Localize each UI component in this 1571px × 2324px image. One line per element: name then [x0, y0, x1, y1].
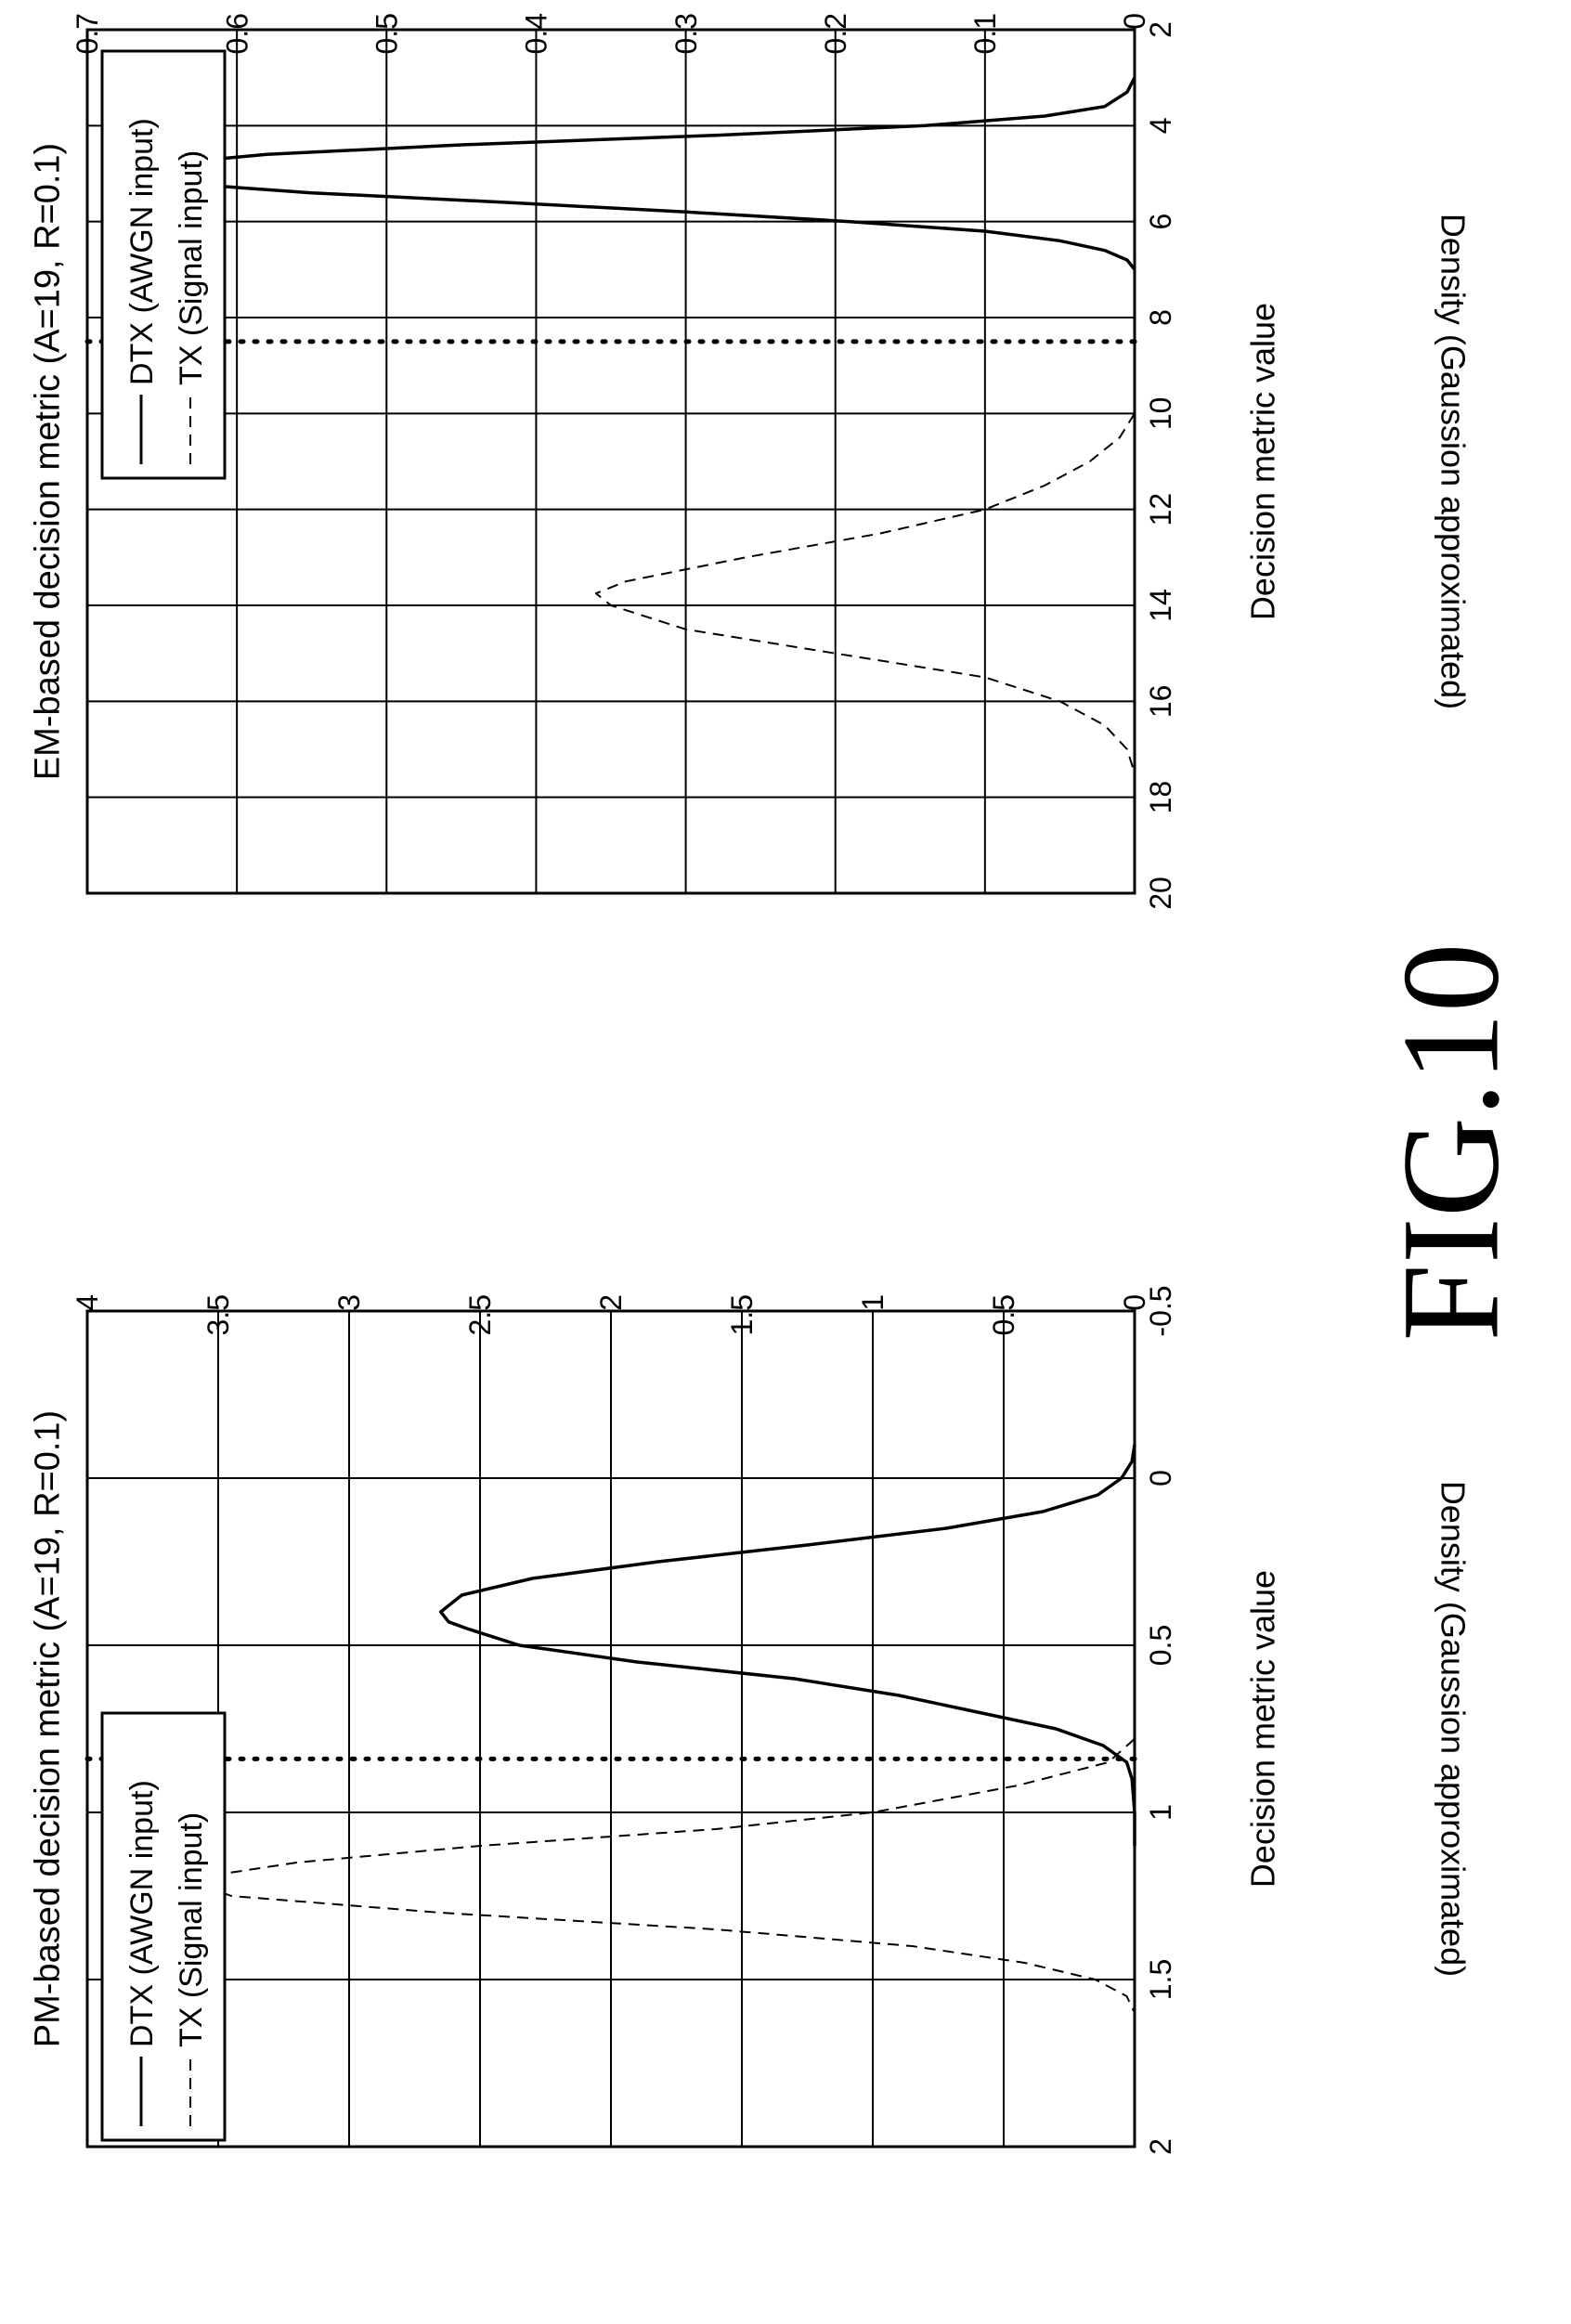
figure-caption: FIG.10 — [1374, 942, 1528, 1341]
pm-xtick-label: 1 — [1144, 1804, 1177, 1821]
pm-xtick-label: 0.5 — [1144, 1625, 1177, 1666]
em-xtick-label: 16 — [1144, 685, 1177, 719]
pm-legend-tx-label: TX (Signal input) — [174, 1812, 209, 2047]
pm-legend: DTX (AWGN input) TX (Signal input) — [100, 1711, 227, 2142]
pm-chart-title: PM-based decision metric (A=19, R=0.1) — [28, 1410, 67, 2047]
pm-series-dtx-line — [438, 1444, 1136, 1846]
em-series-tx-line — [594, 412, 1136, 774]
em-plot-frame — [85, 28, 1136, 895]
pm-ytick-label: 0 — [1118, 1294, 1151, 1311]
em-ytick-label: 0 — [1118, 13, 1151, 30]
em-tick-labels: 2 4 6 8 10 12 14 16 18 20 0 0.1 0.2 0.3 0.4 0.5 0.6 0.7 — [71, 13, 1177, 910]
pm-ytick-label: 3 — [332, 1294, 366, 1311]
em-xtick-label: 10 — [1144, 397, 1177, 431]
em-xtick-label: 12 — [1144, 493, 1177, 526]
em-legend-box — [100, 49, 227, 480]
pm-xtick-label: 2 — [1144, 2138, 1177, 2155]
em-legend: DTX (AWGN input) TX (Signal input) — [100, 49, 227, 480]
em-ytick-label: 0.6 — [220, 13, 253, 54]
em-ytick-label: 0.7 — [71, 13, 104, 54]
pm-x-axis-label: Decision metric value — [1244, 1570, 1282, 1888]
pm-ytick-label: 0.5 — [987, 1294, 1020, 1335]
em-ytick-label: 0.5 — [370, 13, 403, 54]
em-xtick-label: 8 — [1144, 309, 1177, 326]
pm-ytick-label: 3.5 — [201, 1294, 235, 1335]
pm-ytick-label: 2 — [594, 1294, 628, 1311]
pm-ytick-label: 1 — [856, 1294, 889, 1311]
em-x-axis-label: Decision metric value — [1244, 303, 1282, 620]
pm-ytick-label: 4 — [71, 1294, 104, 1311]
em-chart-panel: 2 4 6 8 10 12 14 16 18 20 0 0.1 0.2 0.3 0.4 0.5 0.6 0.7 E… — [28, 13, 1472, 910]
em-ytick-label: 0.2 — [819, 13, 852, 54]
em-chart-title: EM-based decision metric (A=19, R=0.1) — [28, 143, 67, 780]
em-y-axis-label: Density (Gaussion approximated) — [1434, 214, 1472, 709]
pm-y-axis-label: Density (Gaussion approximated) — [1434, 1481, 1472, 1977]
em-gridlines — [86, 29, 1136, 894]
pm-legend-box — [100, 1711, 227, 2142]
em-xtick-label: 20 — [1144, 876, 1177, 910]
pm-ytick-label: 2.5 — [463, 1294, 497, 1335]
em-xtick-label: 6 — [1144, 214, 1177, 230]
em-legend-dtx-label: DTX (AWGN input) — [124, 118, 160, 385]
pm-plot-frame — [85, 1309, 1136, 2149]
em-series-layer — [84, 76, 1137, 774]
pm-gridlines — [86, 1310, 1136, 2148]
pm-xtick-label: 1.5 — [1144, 1959, 1177, 2000]
pm-ytick-label: 1.5 — [725, 1294, 759, 1335]
em-ytick-label: 0.4 — [520, 13, 553, 54]
em-ytick-label: 0.3 — [669, 13, 703, 54]
em-xtick-label: 2 — [1144, 21, 1177, 38]
em-xtick-label: 4 — [1144, 117, 1177, 134]
pm-xtick-label: 0 — [1144, 1470, 1177, 1487]
em-legend-tx-label: TX (Signal input) — [174, 150, 209, 385]
pm-series-tx-line — [186, 1738, 1136, 2014]
pm-legend-dtx-label: DTX (AWGN input) — [124, 1780, 160, 2047]
pm-xtick-label: -0.5 — [1144, 1285, 1177, 1336]
em-xtick-label: 18 — [1144, 781, 1177, 814]
em-xtick-label: 14 — [1144, 589, 1177, 622]
em-ytick-label: 0.1 — [968, 13, 1002, 54]
